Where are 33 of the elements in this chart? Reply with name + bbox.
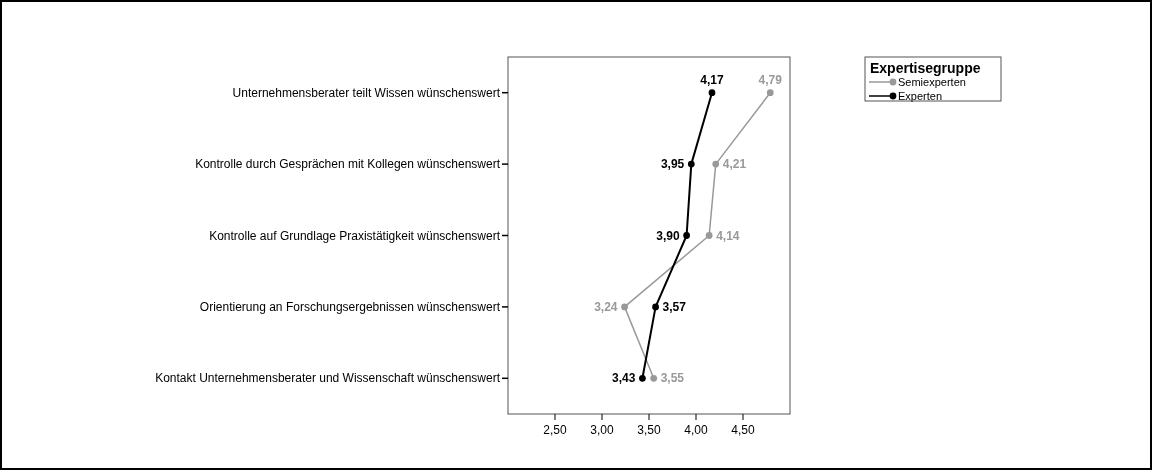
point xyxy=(712,160,720,168)
x-tick-label: 3,00 xyxy=(590,423,614,437)
data-label: 3,43 xyxy=(612,371,636,386)
x-tick-label: 2,50 xyxy=(543,423,567,437)
x-tick-label: 4,50 xyxy=(731,423,755,437)
data-label: 3,57 xyxy=(662,299,687,314)
data-label: 3,90 xyxy=(656,228,680,243)
point xyxy=(639,374,646,382)
legend-label: Semiexperten xyxy=(898,76,966,88)
data-label: 4,14 xyxy=(716,228,740,243)
point xyxy=(650,374,658,382)
y-tick-label: Kontrolle durch Gesprächen mit Kollegen wünschenswert xyxy=(195,157,501,172)
data-label: 3,95 xyxy=(660,157,685,172)
x-tick-label: 4,00 xyxy=(684,423,708,437)
point xyxy=(705,232,713,239)
point xyxy=(683,232,690,239)
y-tick-label: Kontrolle auf Grundlage Praxistätigkeit wünschenswert xyxy=(209,228,501,243)
legend-label: Experten xyxy=(898,90,943,102)
y-tick-label: Orientierung an Forschungsergebnissen wünschenswert xyxy=(199,299,501,314)
data-label: 3,55 xyxy=(660,371,685,386)
point xyxy=(766,89,774,97)
point xyxy=(708,89,716,97)
y-tick-label: Kontakt Unternehmensberater und Wissenschaft wünschenswert xyxy=(155,371,501,386)
x-tick-label: 3,50 xyxy=(637,423,661,437)
y-tick-label: Unternehmensberater teilt Wissen wünschenswert xyxy=(232,85,501,100)
data-label: 4,17 xyxy=(700,72,724,87)
data-label: 4,79 xyxy=(758,72,783,87)
data-label: 3,24 xyxy=(594,299,618,314)
point xyxy=(687,160,695,168)
legend-title: Expertisegruppe xyxy=(870,60,981,76)
point xyxy=(621,303,628,311)
point xyxy=(652,303,659,311)
data-label: 4,21 xyxy=(722,157,747,172)
